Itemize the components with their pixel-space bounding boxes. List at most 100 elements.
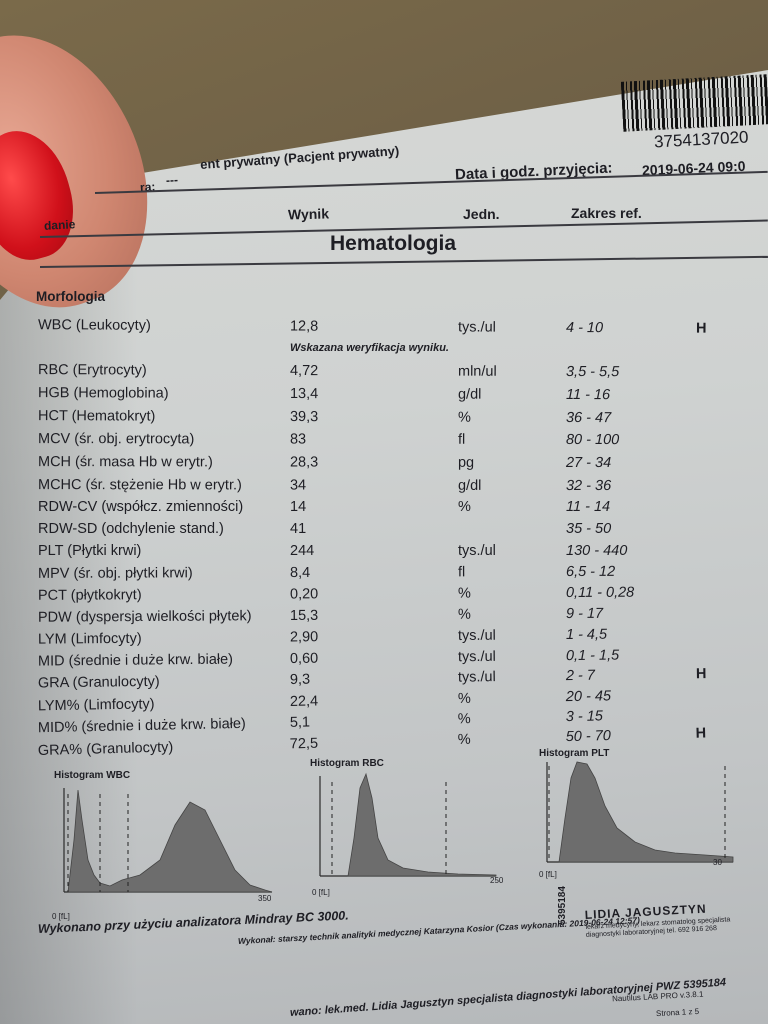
histogram-wbc-title: Histogram WBC (54, 770, 131, 781)
column-exam: danie (43, 217, 76, 233)
result-name: MID% (średnie i duże krw. białe) (37, 715, 246, 737)
result-unit: tys./ul (457, 319, 496, 336)
column-unit: Jedn. (463, 206, 500, 222)
barcode-number: 3754137020 (653, 127, 749, 152)
result-unit: % (457, 690, 471, 708)
result-value: 13,4 (289, 386, 319, 403)
result-row: MCV (śr. obj. erytrocyta) 83 fl 80 - 100 (0, 431, 768, 454)
result-range: 36 - 47 (565, 409, 612, 427)
result-name: RDW-CV (współcz. zmienności) (38, 499, 244, 515)
histogram-wbc-plot (63, 788, 273, 893)
result-unit: fl (457, 431, 466, 448)
histogram-wbc: Histogram WBC 0 [fL] 350 (52, 770, 275, 921)
subsection-title: Morfologia (36, 289, 105, 304)
result-value: 28,3 (289, 454, 319, 471)
histogram-rbc-title: Histogram RBC (310, 758, 384, 769)
result-unit: tys./ul (457, 669, 496, 686)
result-row: WBC (Leukocyty) 12,8 tys./ul 4 - 10 H (0, 317, 768, 343)
result-value: 83 (289, 431, 307, 448)
result-row: HCT (Hematokryt) 39,3% 36 - 47 (0, 408, 768, 433)
result-unit: fl (457, 564, 466, 581)
column-range: Zakres ref. (571, 205, 642, 221)
result-range: 4 - 10 (565, 319, 604, 337)
result-name: PLT (Płytki krwi) (38, 543, 142, 559)
result-name: HGB (Hemoglobina) (37, 385, 169, 402)
result-name: MCV (śr. obj. erytrocyta) (37, 431, 195, 448)
result-range: 0,11 - 0,28 (565, 584, 635, 602)
result-name: MCH (śr. masa Hb w erytr.) (37, 454, 213, 471)
result-range: 80 - 100 (565, 431, 620, 449)
result-unit: % (458, 499, 471, 515)
result-range: 11 - 14 (566, 499, 611, 515)
result-value: 5,1 (289, 714, 311, 731)
histogram-rbc-axis-end: 250 (490, 876, 504, 885)
result-range: 27 - 34 (565, 454, 612, 472)
result-flag: H (695, 320, 707, 337)
header-rule-top (94, 170, 768, 194)
result-range: 1 - 4,5 (565, 626, 608, 644)
histogram-plt: Histogram PLT 0 [fL] 30 (539, 748, 735, 879)
doctor-stamp: LIDIA JAGUSZTYN lekarz medycyny, lekarz … (584, 896, 737, 974)
page-number: Strona 1 z 5 (655, 1006, 700, 1019)
result-value: 2,90 (289, 629, 319, 646)
result-row: PLT (Płytki krwi) 244 tys./ul 130 - 440 (0, 543, 768, 565)
result-value: 8,4 (289, 564, 311, 581)
histogram-plt-axis-start: 0 [fL] (539, 870, 557, 879)
result-value: 0,60 (289, 650, 319, 667)
result-value: 41 (290, 521, 307, 537)
histogram-plt-axis-end: 30 (713, 858, 722, 867)
section-title: Hematologia (330, 232, 457, 255)
result-range: 35 - 50 (566, 521, 612, 537)
result-name: RBC (Erytrocyty) (37, 362, 147, 379)
result-row: HGB (Hemoglobina) 13,4 g/dl 11 - 16 (0, 385, 768, 410)
column-result: Wynik (287, 205, 330, 223)
result-name: WBC (Leukocyty) (37, 317, 151, 334)
histogram-rbc-axis-start: 0 [fL] (312, 888, 330, 897)
result-name: MID (średnie i duże krw. białe) (37, 651, 234, 670)
result-value: 22,4 (289, 693, 319, 710)
result-value: 39,3 (289, 409, 319, 426)
result-value: 14 (290, 499, 307, 515)
result-range: 0,1 - 1,5 (565, 647, 620, 665)
result-unit: mln/ul (457, 363, 497, 380)
result-unit: % (457, 409, 471, 426)
result-value: 244 (290, 543, 315, 559)
result-name: MPV (śr. obj. płytki krwi) (37, 565, 193, 582)
result-name: GRA (Granulocyty) (37, 673, 160, 692)
histogram-rbc-plot (319, 772, 497, 877)
result-range: 130 - 440 (566, 543, 628, 559)
histogram-wbc-axis-start: 0 [fL] (52, 912, 70, 921)
result-row: MCH (śr. masa Hb w erytr.) 28,3 pg 27 - 34 (0, 454, 768, 477)
histogram-rbc: Histogram RBC 0 [fL] 250 (310, 758, 503, 897)
result-row: RDW-SD (odchylenie stand.) 41 35 - 50 (0, 521, 768, 543)
result-name: MCHC (śr. stężenie Hb w erytr.) (37, 477, 242, 494)
result-unit: % (457, 731, 471, 749)
result-unit: pg (457, 454, 475, 471)
result-unit: % (457, 606, 471, 623)
result-range: 3 - 15 (565, 708, 604, 726)
result-value: 12,8 (289, 318, 319, 335)
patient-type: ent prywatny (Pacjent prywatny) (199, 143, 400, 172)
result-name: LYM (Limfocyty) (37, 630, 142, 648)
result-name: GRA% (Granulocyty) (37, 739, 174, 760)
result-unit: tys./ul (457, 648, 496, 666)
section-rule (39, 255, 768, 268)
histogram-plt-plot (546, 761, 734, 863)
result-unit: g/dl (457, 386, 482, 403)
patient-dash: --- (165, 172, 179, 188)
result-unit: tys./ul (458, 543, 496, 559)
result-value: 0,20 (289, 586, 319, 603)
result-name: PCT (płytkokryt) (37, 587, 142, 604)
result-range: 11 - 16 (565, 386, 611, 404)
result-name: RDW-SD (odchylenie stand.) (38, 521, 224, 537)
result-unit: % (457, 711, 471, 728)
result-name: PDW (dyspersja wielkości płytek) (37, 608, 252, 626)
wbc-verification-note: Wskazana weryfikacja wyniku. (290, 342, 449, 354)
result-value: 34 (289, 477, 307, 494)
result-value: 15,3 (289, 607, 319, 624)
patient-label-partial: ra: (139, 179, 156, 195)
result-range: 50 - 70 (565, 728, 612, 746)
result-value: 9,3 (289, 671, 311, 688)
result-row: MCHC (śr. stężenie Hb w erytr.) 34 g/dl 32 … (0, 477, 768, 500)
histogram-plt-title: Histogram PLT (539, 748, 610, 759)
